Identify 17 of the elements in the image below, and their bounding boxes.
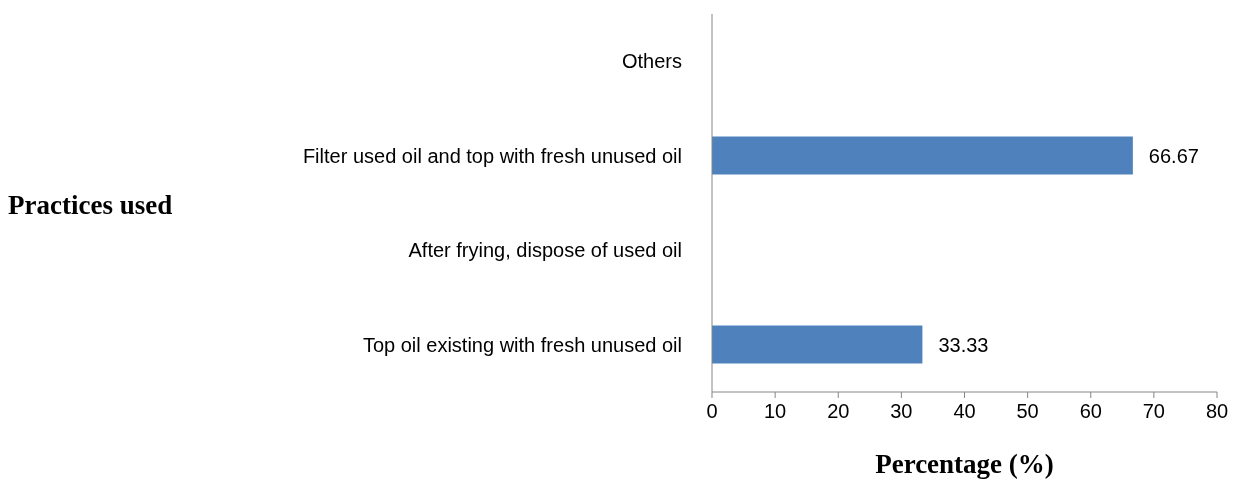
x-axis-title: Percentage (%): [875, 449, 1054, 479]
x-tick-label: 70: [1142, 400, 1165, 423]
x-tick-label: 60: [1079, 400, 1102, 423]
y-axis-title: Practices used: [8, 190, 173, 221]
y-tick-label: Others: [621, 50, 682, 73]
y-tick-label: Top oil existing with fresh unused oil: [362, 333, 682, 356]
x-tick-label: 20: [827, 400, 850, 423]
data-label: 33.33: [938, 333, 989, 356]
x-tick-label: 10: [764, 400, 787, 423]
y-tick-label: After frying, dispose of used oil: [408, 239, 682, 262]
x-tick-label: 0: [706, 400, 718, 423]
data-label: 66.67: [1148, 144, 1199, 167]
x-tick-label: 50: [1016, 400, 1039, 423]
x-tick-label: 40: [953, 400, 976, 423]
x-tick-label: 30: [890, 400, 913, 423]
y-tick-label: Filter used oil and top with fresh unused oil: [302, 144, 682, 167]
x-tick-label: 80: [1205, 400, 1229, 423]
